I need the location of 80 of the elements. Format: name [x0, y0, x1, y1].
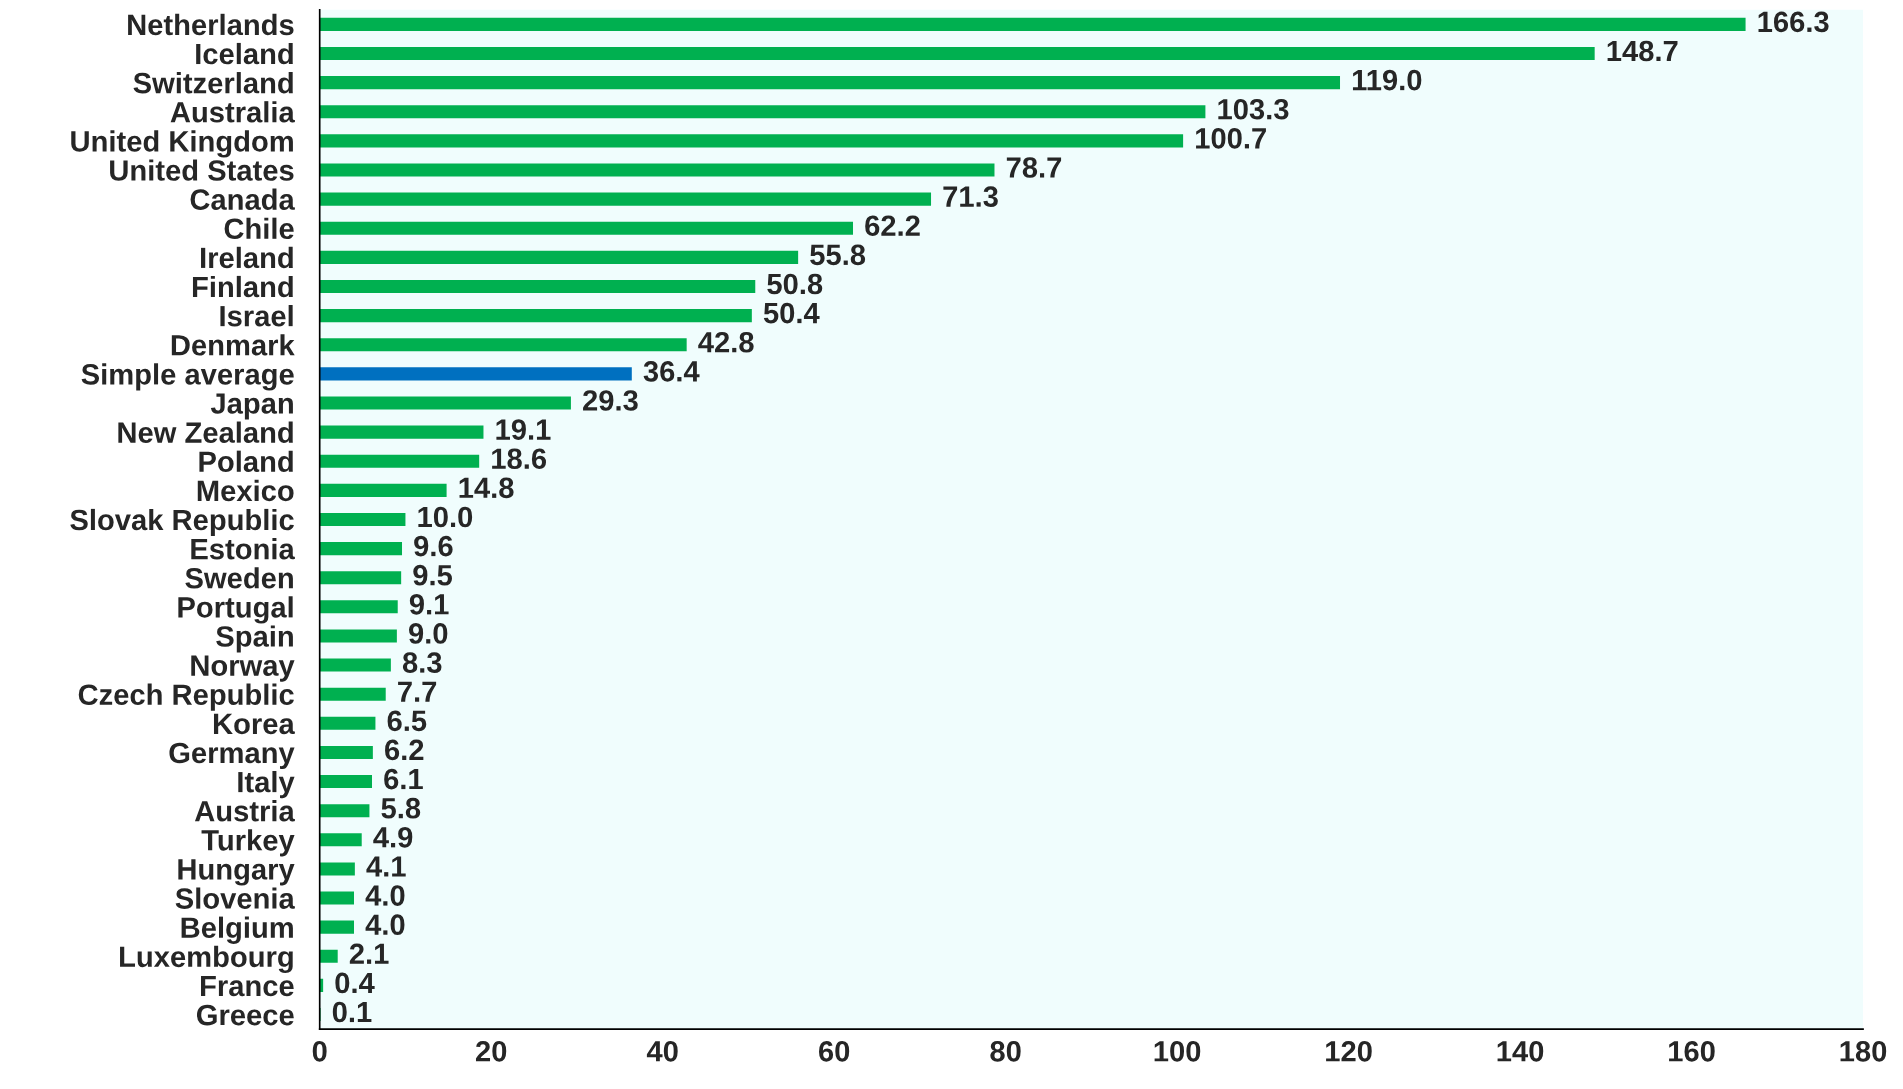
- data-label: 0.1: [332, 1001, 372, 1023]
- data-label: 6.5: [387, 710, 427, 732]
- data-label: 5.8: [381, 797, 421, 819]
- y-tick-label: Canada: [190, 188, 295, 210]
- data-label: 18.6: [492, 448, 547, 470]
- y-tick-label: Estonia: [191, 538, 295, 560]
- y-tick-label: Japan: [210, 393, 293, 420]
- y-tick-label: Ireland: [201, 246, 293, 269]
- x-tick-label: 60: [819, 1040, 850, 1062]
- data-label: 29.3: [583, 390, 638, 411]
- data-label: 19.1: [496, 419, 551, 440]
- data-label: 9.0: [408, 623, 448, 644]
- y-tick-label: Netherlands: [128, 13, 294, 36]
- y-tick-label: France: [201, 975, 294, 997]
- y-tick-label: Luxembourg: [120, 945, 293, 974]
- y-tick-label: Czech Republic: [78, 683, 294, 711]
- x-tick-label: 180: [1840, 1040, 1887, 1062]
- data-label: 50.8: [767, 273, 823, 295]
- x-tick-label: 120: [1326, 1040, 1372, 1062]
- y-tick-label: Switzerland: [133, 72, 293, 94]
- data-label: 103.3: [1218, 98, 1289, 120]
- y-tick-label: Slovak Republic: [70, 508, 294, 537]
- x-tick-label: 20: [475, 1040, 507, 1062]
- data-label: 148.7: [1607, 40, 1678, 62]
- y-tick-label: Poland: [199, 450, 293, 473]
- y-tick-label: Sweden: [185, 567, 293, 589]
- y-tick-label: United States: [110, 159, 294, 181]
- data-label: 50.4: [763, 302, 820, 324]
- y-tick-label: Germany: [169, 742, 295, 770]
- y-tick-label: Simple average: [81, 363, 294, 391]
- data-label: 4.0: [365, 885, 405, 906]
- y-tick-label: Mexico: [197, 479, 294, 502]
- y-tick-label: Korea: [213, 713, 295, 735]
- data-label: 4.9: [373, 826, 413, 848]
- data-label: 6.1: [384, 768, 423, 790]
- y-tick-label: Iceland: [196, 42, 293, 65]
- data-label: 166.3: [1758, 11, 1829, 33]
- y-tick-label: Hungary: [178, 859, 295, 886]
- y-tick-label: Portugal: [178, 596, 293, 624]
- data-label: 119.0: [1352, 69, 1422, 91]
- data-label: 100.7: [1196, 128, 1266, 149]
- y-tick-label: Spain: [216, 625, 293, 653]
- y-tick-label: Denmark: [171, 334, 295, 356]
- x-tick-label: 40: [646, 1040, 678, 1062]
- y-tick-label: Greece: [196, 1004, 294, 1026]
- data-label: 10.0: [418, 506, 473, 528]
- data-label: 14.8: [459, 477, 514, 499]
- data-label: 71.3: [943, 186, 998, 207]
- data-label: 9.6: [414, 535, 453, 557]
- data-label: 8.3: [402, 652, 442, 673]
- x-tick-label: 160: [1669, 1040, 1715, 1062]
- data-label: 4.0: [365, 914, 405, 935]
- y-tick-label: Italy: [238, 770, 295, 799]
- y-tick-label: Australia: [170, 101, 295, 123]
- data-label: 42.8: [698, 331, 754, 353]
- data-label: 62.2: [865, 215, 920, 237]
- y-tick-label: Turkey: [201, 829, 295, 857]
- y-tick-label: Austria: [194, 800, 295, 822]
- x-tick-label: 80: [990, 1040, 1021, 1062]
- y-tick-label: New Zealand: [118, 421, 293, 443]
- x-tick-label: 0: [312, 1040, 327, 1062]
- data-label: 9.1: [409, 594, 449, 615]
- y-tick-label: Finland: [192, 275, 293, 298]
- x-tick-label: 140: [1497, 1040, 1544, 1062]
- data-label: 9.5: [413, 564, 452, 586]
- y-tick-label: Israel: [220, 305, 293, 327]
- data-label: 7.7: [398, 681, 437, 702]
- data-label: 4.1: [366, 856, 406, 877]
- data-label: 6.2: [385, 739, 424, 761]
- data-label: 55.8: [810, 244, 866, 266]
- y-tick-label: Belgium: [181, 916, 293, 944]
- y-tick-label: Norway: [191, 655, 295, 682]
- y-tick-label: United Kingdom: [71, 130, 293, 158]
- y-tick-label: Chile: [224, 217, 294, 240]
- data-label: 2.1: [349, 943, 389, 964]
- y-tick-label: Slovenia: [175, 887, 295, 909]
- data-label: 0.4: [335, 972, 375, 994]
- data-label: 36.4: [643, 361, 700, 382]
- x-tick-label: 100: [1154, 1040, 1201, 1062]
- data-label: 78.7: [1006, 157, 1062, 178]
